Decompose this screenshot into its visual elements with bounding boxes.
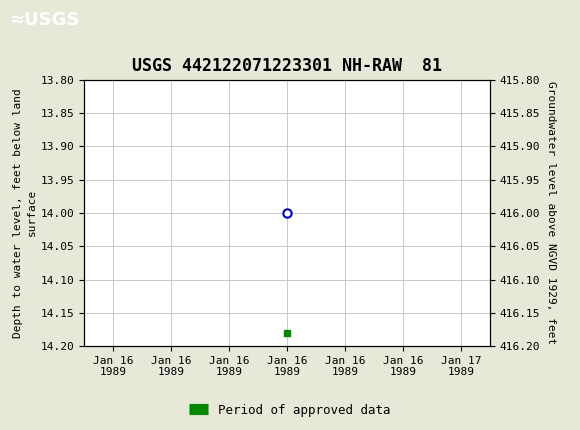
Y-axis label: Depth to water level, feet below land
surface: Depth to water level, feet below land su… bbox=[13, 88, 37, 338]
Legend: Period of approved data: Period of approved data bbox=[184, 399, 396, 421]
Y-axis label: Groundwater level above NGVD 1929, feet: Groundwater level above NGVD 1929, feet bbox=[546, 81, 556, 344]
Text: ≈USGS: ≈USGS bbox=[9, 11, 79, 29]
Title: USGS 442122071223301 NH-RAW  81: USGS 442122071223301 NH-RAW 81 bbox=[132, 57, 442, 75]
